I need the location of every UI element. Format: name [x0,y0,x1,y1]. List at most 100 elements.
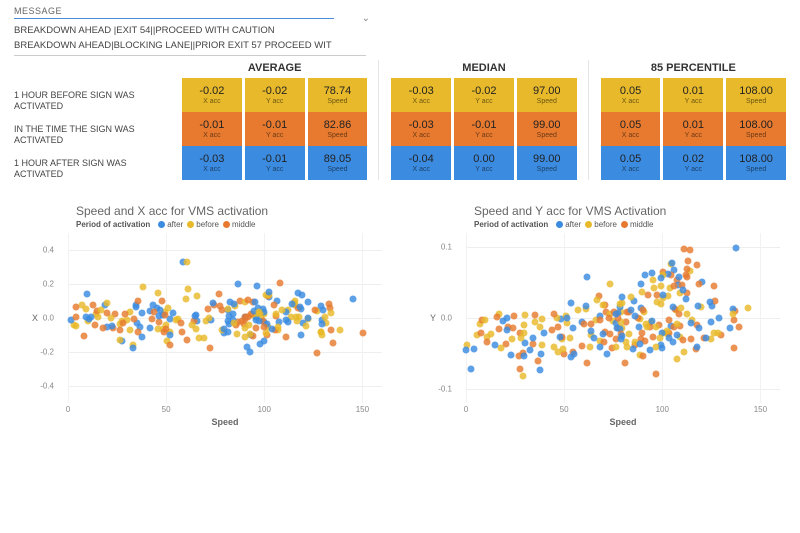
data-point [517,334,524,341]
x-tick: 50 [162,405,171,414]
metric-cell: 0.01Y acc [663,112,723,146]
metric-value: -0.01 [262,153,287,165]
data-point [140,284,147,291]
metric-row: -0.03X acc-0.02Y acc97.00Speed [391,78,576,112]
data-point [733,245,740,252]
data-point [683,296,690,303]
data-point [327,327,334,334]
metric-sublabel: Y acc [266,98,283,105]
data-point [148,315,155,322]
metric-sublabel: Speed [746,98,766,105]
x-axis: 050100150Speed [466,403,780,429]
data-point [639,288,646,295]
data-point [736,324,743,331]
data-point [623,343,630,350]
data-point [658,282,665,289]
data-point [349,295,356,302]
data-point [579,342,586,349]
data-point [521,352,528,359]
metric-row: -0.02X acc-0.02Y acc78.74Speed [182,78,367,112]
data-point [653,323,660,330]
data-point [659,292,666,299]
y-label: Y [430,313,436,323]
gridline [68,386,382,387]
metric-value: 108.00 [739,85,773,97]
data-point [613,310,620,317]
metric-row: 0.05X acc0.02Y acc108.00Speed [601,146,786,180]
metric-value: 82.86 [324,119,352,131]
data-point [586,344,593,351]
metric-cell: 0.05X acc [601,112,661,146]
data-point [289,301,296,308]
y-tick: -0.1 [438,384,452,393]
metric-sublabel: Speed [327,166,347,173]
data-point [161,311,168,318]
data-point [511,313,518,320]
data-point [582,303,589,310]
metric-value: 0.00 [473,153,494,165]
row-label-after: 1 HOUR AFTER SIGN WAS ACTIVATED [14,152,174,186]
data-point [597,344,604,351]
data-point [185,286,192,293]
data-point [702,334,709,341]
x-tick: 0 [66,405,70,414]
metric-cell: -0.01X acc [182,112,242,146]
data-point [305,298,312,305]
data-point [731,317,738,324]
metric-value: 0.01 [683,85,704,97]
metric-block: MEDIAN-0.03X acc-0.02Y acc97.00Speed-0.0… [391,62,576,186]
message-item[interactable]: BREAKDOWN AHEAD|BLOCKING LANE||PRIOR EXI… [14,38,366,53]
data-point [252,325,259,332]
chart-legend: Period of activationafterbeforemiddle [4,220,398,229]
metric-sublabel: X acc [412,166,430,173]
data-point [204,306,211,313]
data-point [679,286,686,293]
data-point [693,344,700,351]
data-point [538,316,545,323]
metric-value: 0.05 [620,85,641,97]
data-point [555,324,562,331]
data-point [536,367,543,374]
data-point [730,345,737,352]
data-point [103,299,110,306]
filter-label: MESSAGE [14,6,334,19]
data-point [653,370,660,377]
data-point [584,273,591,280]
metric-cell: -0.03X acc [391,112,451,146]
data-point [230,319,237,326]
data-point [638,281,645,288]
data-point [684,257,691,264]
metric-cell: 108.00Speed [726,78,786,112]
metric-value: 78.74 [324,85,352,97]
metric-cell: -0.02Y acc [245,78,305,112]
legend-swatch [556,221,563,228]
data-point [252,317,259,324]
data-point [715,315,722,322]
y-tick: 0.0 [441,314,452,323]
data-point [715,330,722,337]
legend-label: after [565,220,581,229]
data-point [491,342,498,349]
data-point [246,321,253,328]
metric-value: -0.03 [409,119,434,131]
metric-sublabel: Y acc [685,166,702,173]
data-point [622,359,629,366]
data-point [650,277,657,284]
data-point [657,301,664,308]
data-point [493,314,500,321]
data-point [117,336,124,343]
data-point [183,296,190,303]
data-point [311,307,318,314]
data-point [657,275,664,282]
data-point [670,303,677,310]
metric-value: 99.00 [533,119,561,131]
data-point [92,321,99,328]
metric-value: 0.05 [620,119,641,131]
data-point [297,331,304,338]
message-item[interactable]: BREAKDOWN AHEAD |EXIT 54||PROCEED WITH C… [14,23,366,38]
metric-cell: -0.03X acc [182,146,242,180]
message-dropdown[interactable]: ⌄ BREAKDOWN AHEAD |EXIT 54||PROCEED WITH… [14,23,366,56]
y-tick: -0.2 [40,348,54,357]
x-label: Speed [609,417,636,427]
data-point [541,330,548,337]
